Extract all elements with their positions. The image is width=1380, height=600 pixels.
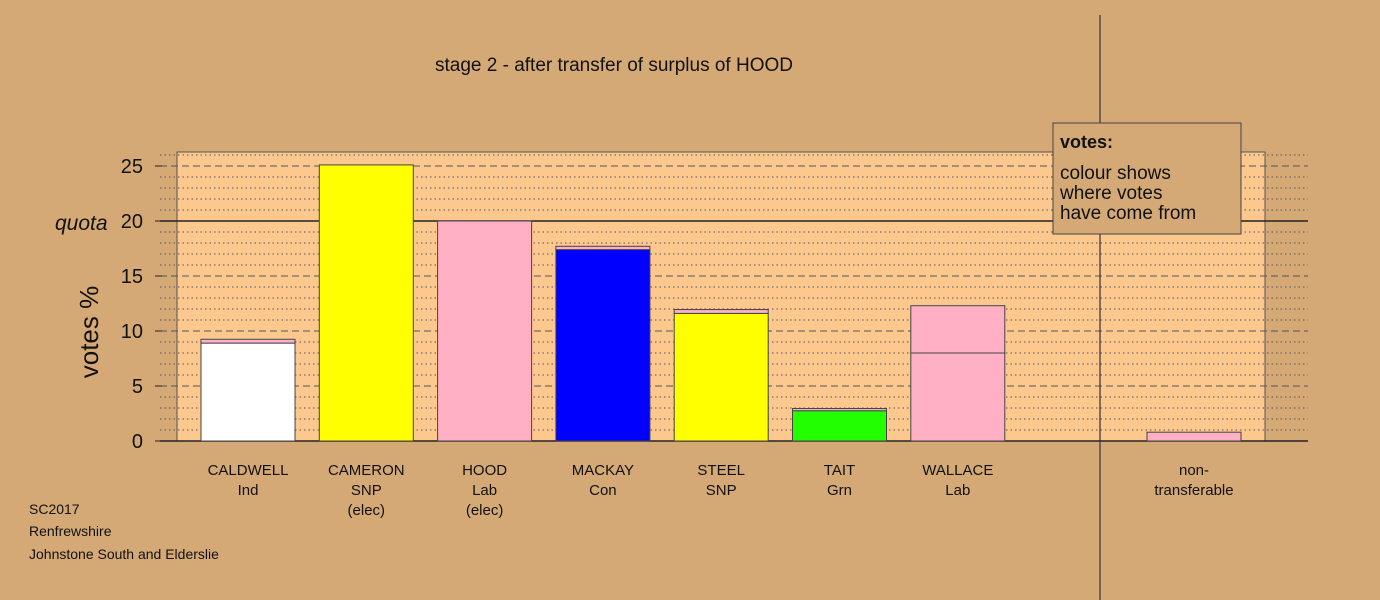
bar-segment-steel [673,312,769,442]
y-tick-label: 10 [121,321,143,343]
legend-line-1: colour shows [1060,163,1171,184]
candidate-party-label: Con [589,482,617,499]
bar-segment-mackay [555,245,651,251]
footer-election: SC2017 [29,501,80,517]
bar-segment-tait [792,408,887,412]
candidate-party-label: SNP [351,482,382,499]
bar-segment-nontransferable [1146,431,1242,442]
legend: votes: colour shows where votes have com… [1052,122,1242,235]
chart-title: stage 2 - after transfer of surplus of H… [435,55,793,76]
candidate-labels: CALDWELL Ind CAMERON SNP (elec) HOOD Lab (elec)… [208,462,1234,519]
footer-council: Renfrewshire [29,523,112,539]
bar-segment-wallace [910,305,1006,354]
legend-title: votes: [1060,132,1113,152]
candidate-name-label: TAIT [824,462,855,479]
candidate-name-label: WALLACE [922,462,993,479]
bar-segment-wallace [910,352,1006,442]
bar-segment-mackay [555,249,651,442]
candidate-name-label: MACKAY [572,462,634,479]
footer-ward: Johnstone South and Elderslie [29,546,219,562]
candidate-name-label: HOOD [462,462,507,479]
y-tick-label: 15 [121,266,143,288]
bar-segment-steel [673,309,769,314]
bars [200,164,1242,442]
y-axis-label: votes % [74,286,104,379]
candidate-party-label: Ind [238,482,259,499]
legend-line-3: have come from [1060,203,1196,224]
y-axis: 0 5 10 15 20 25 [121,156,162,453]
quota-label: quota [55,212,108,235]
bar-segment-cameron [318,164,414,442]
candidate-name-label: STEEL [697,462,745,479]
candidate-status-label: (elec) [466,502,504,519]
candidate-name-label: CALDWELL [208,462,289,479]
bar-segment-tait [792,410,887,442]
y-tick-label: 25 [121,156,143,178]
nontransferable-label-1: non- [1179,462,1209,479]
y-tick-label: 0 [132,431,143,453]
bar-segment-hood [437,220,533,442]
candidate-party-label: Lab [945,482,970,499]
candidate-status-label: (elec) [348,502,386,519]
nontransferable-label-2: transferable [1154,482,1233,499]
candidate-party-label: Grn [827,482,852,499]
y-tick-label: 5 [132,376,143,398]
candidate-name-label: CAMERON [328,462,405,479]
y-tick-label: 20 [121,211,143,233]
candidate-party-label: SNP [706,482,737,499]
bar-segment-caldwell [200,338,296,344]
legend-line-2: where votes [1059,183,1162,204]
candidate-party-label: Lab [472,482,497,499]
legend-box [1052,122,1242,235]
bar-segment-caldwell [200,342,296,442]
